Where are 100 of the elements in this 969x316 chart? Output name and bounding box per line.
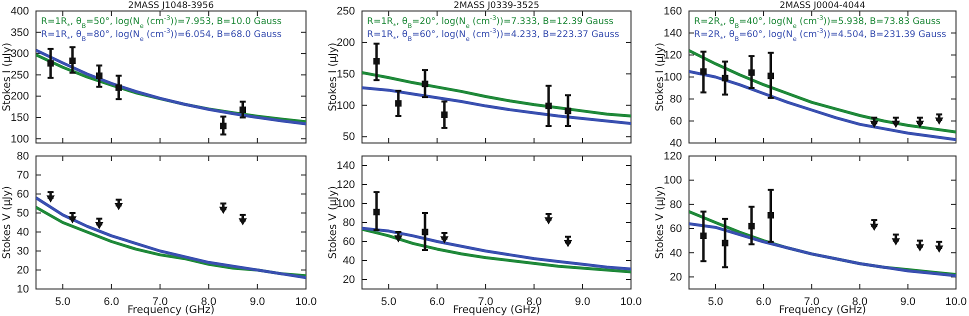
x-tick-label: 9.0 bbox=[574, 296, 590, 308]
point bbox=[440, 236, 449, 244]
point bbox=[220, 122, 227, 130]
y-tick-label: 150 bbox=[10, 112, 29, 124]
y-axis-title: Stokes I (μJy) bbox=[654, 42, 666, 112]
point bbox=[395, 100, 402, 107]
y-tick-label: 80 bbox=[670, 94, 682, 106]
chart-title: 2MASS J0004-4044 bbox=[780, 1, 866, 11]
point bbox=[373, 58, 380, 65]
point bbox=[394, 235, 403, 243]
y-tick-label: 100 bbox=[336, 198, 355, 210]
y-tick-label: 100 bbox=[10, 133, 29, 146]
x-tick-label: 10.0 bbox=[620, 296, 642, 308]
y-tick-label: 40 bbox=[342, 255, 355, 268]
y-tick-label: 20 bbox=[16, 264, 29, 277]
point bbox=[768, 72, 774, 80]
y-tick-label: 350 bbox=[10, 26, 29, 39]
y-tick-label: 60 bbox=[670, 223, 682, 236]
point bbox=[46, 195, 55, 203]
point bbox=[768, 212, 774, 218]
point bbox=[95, 222, 104, 230]
y-tick-label: 200 bbox=[336, 36, 355, 49]
x-tick-label: 6.0 bbox=[104, 296, 120, 308]
point bbox=[422, 80, 428, 88]
y-axis-title: Stokes I (μJy) bbox=[327, 42, 339, 112]
point bbox=[47, 60, 54, 67]
y-tick-label: 60 bbox=[16, 188, 29, 201]
point bbox=[240, 106, 246, 114]
x-tick-label: 9.0 bbox=[250, 296, 265, 308]
y-tick-label: 100 bbox=[664, 174, 682, 187]
y-tick-label: 20 bbox=[342, 274, 355, 286]
point bbox=[422, 228, 428, 236]
y-tick-label: 10 bbox=[16, 284, 29, 296]
point bbox=[935, 245, 944, 253]
point bbox=[722, 74, 728, 82]
point bbox=[564, 240, 572, 248]
y-tick-label: 40 bbox=[670, 138, 682, 150]
y-tick-label: 50 bbox=[342, 131, 355, 144]
point bbox=[870, 120, 878, 128]
text: R=2R$_{*}$, θ$_{B}$=60°, log(N$_{e}$ (cm$^{-3}$))=4.504, B=231.39 Gauss bbox=[694, 27, 946, 43]
line-series bbox=[362, 86, 631, 126]
x-tick-label: 6.0 bbox=[756, 296, 772, 308]
chart-title: 2MASS J1048-3956 bbox=[128, 1, 214, 11]
point bbox=[916, 120, 924, 128]
text: R=1R$_{*}$, θ$_{B}$=60°, log(N$_{e}$ (cm$^{-3}$))=4.233, B=223.37 Gauss bbox=[367, 27, 620, 43]
point bbox=[748, 222, 755, 230]
x-tick-label: 5.0 bbox=[381, 296, 396, 308]
point bbox=[892, 120, 900, 128]
x-tick-label: 6.0 bbox=[429, 296, 445, 308]
y-tick-label: 80 bbox=[670, 198, 682, 211]
point bbox=[96, 72, 102, 79]
x-tick-label: 10.0 bbox=[945, 296, 967, 308]
y-tick-label: 250 bbox=[10, 69, 29, 82]
point bbox=[238, 218, 247, 226]
point bbox=[564, 108, 572, 114]
y-axis-title: Stokes V (μJy) bbox=[654, 186, 666, 259]
line-series bbox=[689, 49, 956, 134]
x-tick-label: 10.0 bbox=[295, 296, 317, 308]
point bbox=[700, 68, 707, 75]
y-tick-label: 200 bbox=[10, 90, 29, 103]
point bbox=[219, 206, 228, 214]
y-tick-label: 30 bbox=[16, 246, 29, 258]
point bbox=[870, 224, 878, 231]
text: R=1R$_{*}$, θ$_{B}$=80°, log(N$_{e}$ (cm$^{-3}$))=6.054, B=68.0 Gauss bbox=[41, 27, 282, 43]
y-axis-title: Stokes V (μJy) bbox=[1, 186, 13, 259]
point bbox=[545, 102, 552, 110]
point bbox=[114, 202, 123, 210]
y-tick-label: 140 bbox=[336, 160, 355, 172]
point bbox=[892, 238, 900, 246]
y-tick-label: 40 bbox=[670, 247, 682, 260]
point bbox=[722, 240, 728, 246]
y-tick-label: 400 bbox=[10, 6, 29, 18]
x-tick-label: 5.0 bbox=[708, 296, 724, 308]
y-tick-label: 150 bbox=[336, 68, 355, 80]
x-tick-label: 9.0 bbox=[900, 296, 916, 308]
y-tick-label: 60 bbox=[342, 236, 355, 248]
y-tick-label: 80 bbox=[342, 217, 355, 230]
y-tick-label: 140 bbox=[664, 28, 682, 40]
y-tick-label: 100 bbox=[664, 72, 682, 84]
y-axis-title: Stokes V (μJy) bbox=[327, 186, 339, 259]
y-tick-label: 300 bbox=[10, 48, 29, 60]
point bbox=[935, 117, 944, 125]
y-tick-label: 100 bbox=[336, 100, 355, 112]
point bbox=[115, 84, 122, 91]
x-tick-label: 5.0 bbox=[55, 296, 70, 308]
point bbox=[748, 69, 755, 76]
point bbox=[700, 232, 707, 240]
point bbox=[69, 58, 76, 64]
y-tick-label: 50 bbox=[16, 208, 29, 220]
point bbox=[68, 216, 77, 224]
y-tick-label: 160 bbox=[664, 6, 682, 18]
y-tick-label: 40 bbox=[16, 226, 29, 239]
y-tick-label: 60 bbox=[670, 116, 682, 128]
point bbox=[441, 111, 448, 118]
y-tick-label: 70 bbox=[16, 170, 29, 182]
line-series bbox=[362, 71, 631, 118]
y-tick-label: 20 bbox=[670, 271, 682, 284]
y-tick-label: 120 bbox=[336, 179, 355, 192]
point bbox=[916, 244, 924, 252]
line-series bbox=[689, 70, 956, 142]
